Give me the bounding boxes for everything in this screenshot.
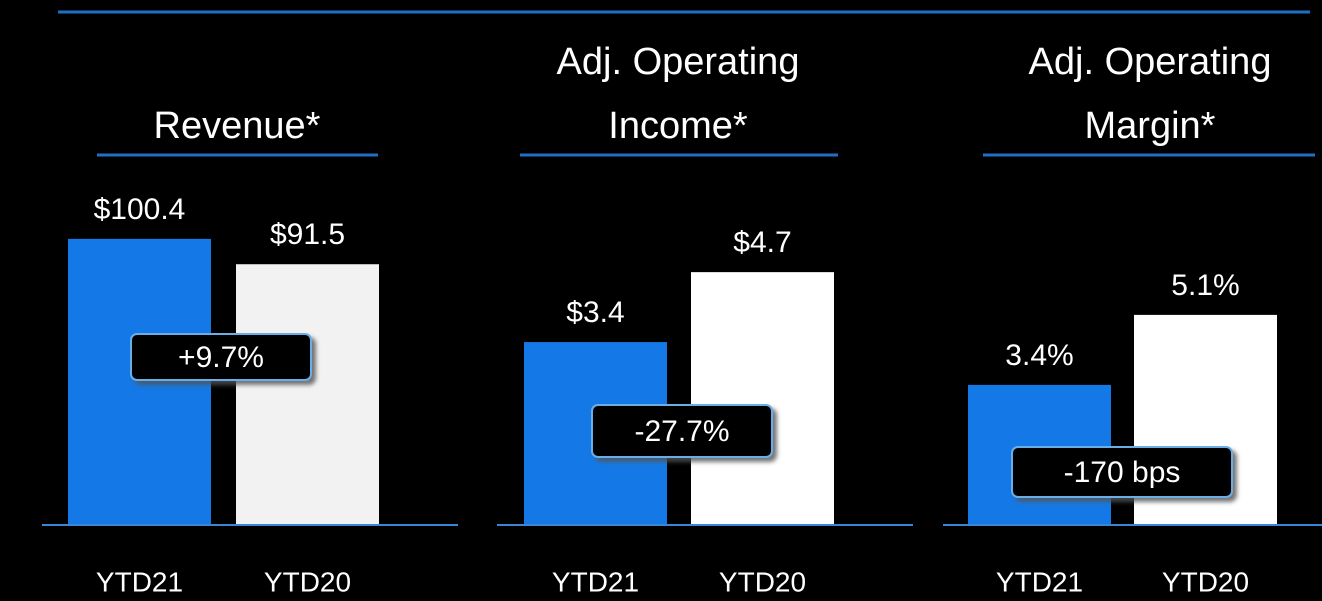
chart-title: Margin* [1085,105,1216,147]
value-label: $91.5 [270,218,345,251]
value-label: 5.1% [1171,269,1239,302]
chart-title: Adj. Operating [557,41,800,83]
value-label: 3.4% [1005,339,1073,372]
change-box [1011,446,1233,498]
category-label: YTD21 [96,566,183,597]
bar [691,272,834,525]
change-box [130,333,312,381]
category-label: YTD20 [264,566,351,597]
change-box [591,404,773,458]
change-label: -170 bps [1064,456,1181,489]
category-label: YTD21 [996,566,1083,597]
bar [236,264,379,525]
chart-title: Adj. Operating [1029,41,1272,83]
category-label: YTD20 [1162,566,1249,597]
category-label: YTD21 [552,566,639,597]
chart-title: Revenue* [154,105,321,147]
bar [68,238,211,526]
change-label: -27.7% [634,415,729,448]
change-label: +9.7% [178,341,264,374]
chart-title: Income* [608,105,748,147]
category-label: YTD20 [719,566,806,597]
value-label: $100.4 [94,193,186,226]
value-label: $4.7 [733,226,791,259]
value-label: $3.4 [566,296,624,329]
